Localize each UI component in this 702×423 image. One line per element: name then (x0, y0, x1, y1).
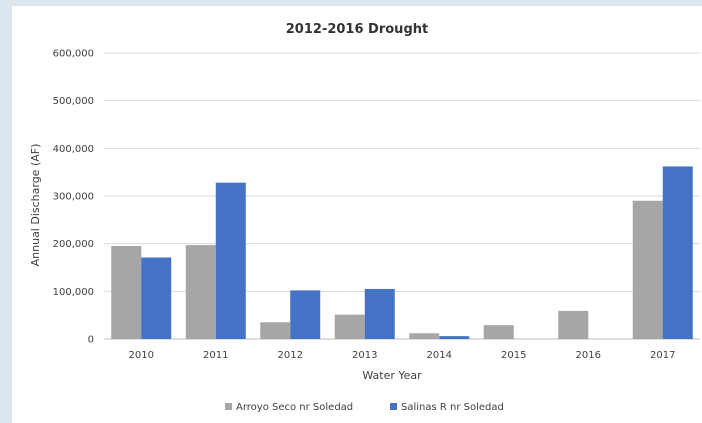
legend-label: Arroyo Seco nr Soledad (236, 402, 353, 413)
bar-salinas-r-2010 (141, 257, 172, 339)
chart-container: 2012-2016 Drought 0 100,000 200,000 300,000… (12, 6, 702, 423)
y-axis-title: Annual Discharge (AF) (29, 144, 42, 267)
y-tick-label: 0 (88, 335, 94, 346)
x-tick-label: 2015 (501, 350, 526, 361)
bar-arroyo-seco-2015 (483, 325, 514, 339)
bar-arroyo-seco-2016 (558, 310, 589, 339)
y-axis-ticks: 0 100,000 200,000 300,000 400,000 500,000 600,… (53, 49, 94, 346)
y-tick-label: 200,000 (53, 239, 94, 250)
bar-salinas-r-2011 (215, 182, 246, 339)
bar-salinas-r-2013 (364, 288, 395, 339)
x-axis-ticks: 2010 2011 2012 2013 2014 2015 2016 2017 (129, 350, 676, 361)
legend-swatch (225, 403, 232, 410)
x-axis-title: Water Year (362, 369, 422, 382)
bar-arroyo-seco-2012 (260, 322, 291, 339)
legend-label: Salinas R nr Soledad (401, 402, 504, 413)
x-tick-label: 2011 (203, 350, 228, 361)
bar-arroyo-seco-2013 (334, 314, 365, 339)
bars (111, 166, 693, 339)
chart-title: 2012-2016 Drought (286, 22, 428, 37)
legend-swatch (390, 403, 397, 410)
bar-salinas-r-2012 (290, 290, 321, 339)
bar-arroyo-seco-2014 (409, 333, 440, 339)
y-tick-label: 400,000 (53, 144, 94, 155)
bar-arroyo-seco-2010 (111, 246, 142, 339)
bar-arroyo-seco-2011 (185, 245, 216, 339)
bar-arroyo-seco-2017 (632, 200, 663, 339)
bar-chart: 2012-2016 Drought 0 100,000 200,000 300,000… (29, 22, 700, 413)
y-tick-label: 600,000 (53, 49, 94, 60)
x-tick-label: 2016 (576, 350, 601, 361)
y-tick-label: 500,000 (53, 96, 94, 107)
x-tick-label: 2017 (650, 350, 675, 361)
x-tick-label: 2014 (427, 350, 452, 361)
x-tick-label: 2010 (129, 350, 154, 361)
bar-salinas-r-2017 (662, 166, 693, 339)
x-tick-label: 2013 (352, 350, 377, 361)
y-tick-label: 300,000 (53, 192, 94, 203)
y-tick-label: 100,000 (53, 287, 94, 298)
x-tick-label: 2012 (278, 350, 303, 361)
bar-salinas-r-2014 (439, 336, 470, 339)
legend: Arroyo Seco nr Soledad Salinas R nr Soled… (225, 402, 504, 413)
